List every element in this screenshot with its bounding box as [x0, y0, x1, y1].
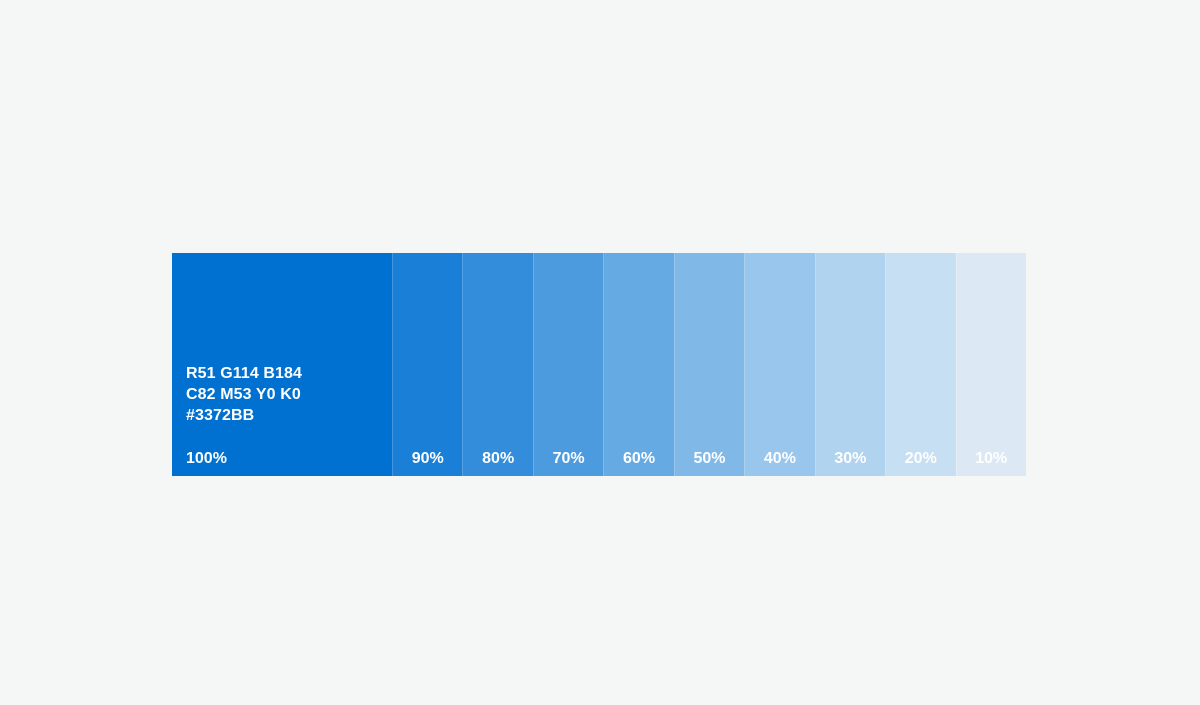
tint-swatch-30: 30% — [814, 253, 886, 476]
tint-swatch-50: 50% — [673, 253, 745, 476]
tint-percent-label: 70% — [552, 450, 585, 467]
tint-percent-label: 80% — [482, 450, 515, 467]
rgb-value: R51 G114 B184 — [186, 365, 303, 382]
main-percent-label: 100% — [186, 450, 227, 467]
tint-percent-label: 30% — [834, 450, 867, 467]
cmyk-value: C82 M53 Y0 K0 — [186, 386, 301, 403]
color-palette: R51 G114 B184 C82 M53 Y0 K0 #3372BB 100%… — [172, 253, 1026, 476]
hex-value: #3372BB — [186, 407, 255, 424]
tint-swatch-40: 40% — [744, 253, 815, 476]
tint-percent-label: 20% — [904, 450, 937, 467]
tint-swatch-80: 80% — [462, 253, 533, 476]
tint-swatch-60: 60% — [603, 253, 674, 476]
tint-swatch-10: 10% — [955, 253, 1026, 476]
tint-swatch-90: 90% — [392, 253, 463, 476]
tint-percent-label: 60% — [623, 450, 656, 467]
tint-percent-label: 10% — [975, 450, 1008, 467]
main-color-swatch: R51 G114 B184 C82 M53 Y0 K0 #3372BB 100% — [172, 253, 392, 476]
tint-swatch-20: 20% — [885, 253, 956, 476]
tint-swatch-70: 70% — [532, 253, 604, 476]
tint-percent-label: 50% — [693, 450, 726, 467]
color-codes: R51 G114 B184 C82 M53 Y0 K0 #3372BB — [186, 363, 302, 426]
tint-percent-label: 40% — [763, 450, 796, 467]
tint-percent-label: 90% — [411, 450, 444, 467]
